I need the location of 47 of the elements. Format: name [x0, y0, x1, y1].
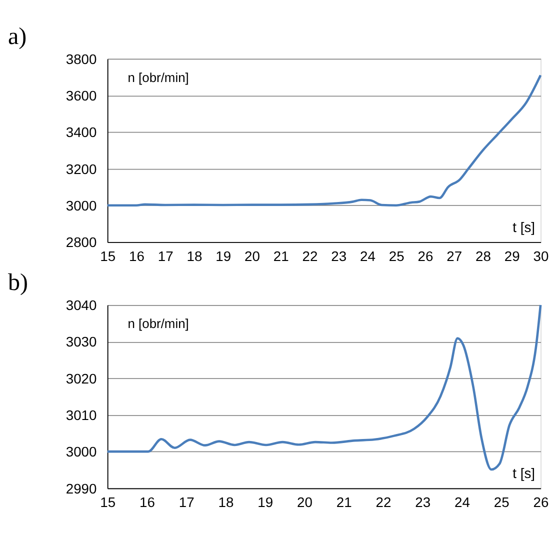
y-tick-label: 3000 [66, 197, 97, 214]
y-tick-label: 3010 [66, 407, 97, 424]
x-tick-label: 15 [100, 494, 116, 510]
x-tick-label: 22 [376, 494, 392, 510]
x-tick-label: 17 [158, 248, 174, 264]
x-tick-label: 16 [139, 494, 156, 510]
chart-title: a) [8, 24, 27, 50]
x-tick-label: 26 [533, 494, 550, 510]
x-tick-label: 17 [178, 494, 195, 510]
y-tick-label: 3600 [66, 87, 97, 104]
x-tick-label: 22 [302, 248, 318, 264]
x-tick-label: 30 [533, 248, 550, 264]
chart-title: b) [8, 270, 28, 296]
x-tick-label: 15 [100, 248, 116, 264]
y-tick-label: 3040 [66, 297, 97, 314]
y-tick-label: 3000 [66, 444, 97, 460]
x-tick-label: 25 [494, 494, 510, 510]
x-tick-label: 27 [446, 248, 462, 264]
y-axis-title: n [obr/min] [128, 70, 189, 85]
x-tick-label: 21 [336, 494, 352, 510]
x-tick-label: 25 [388, 248, 405, 264]
x-tick-label: 16 [128, 248, 145, 264]
y-tick-label: 3020 [66, 370, 97, 386]
x-tick-label: 24 [454, 494, 470, 510]
x-tick-label: 18 [186, 248, 202, 264]
y-tick-label: 2990 [66, 480, 97, 496]
x-tick-label: 19 [216, 248, 232, 264]
x-tick-label: 20 [297, 494, 313, 510]
x-tick-label: 19 [258, 494, 274, 510]
x-tick-label: 28 [476, 248, 492, 264]
x-tick-label: 23 [331, 248, 347, 264]
x-axis-title: t [s] [512, 218, 536, 235]
x-tick-label: 21 [273, 248, 290, 264]
y-tick-label: 3030 [66, 334, 97, 350]
x-tick-label: 29 [504, 248, 520, 264]
y-tick-label: 3200 [66, 160, 97, 177]
x-tick-label: 24 [360, 248, 376, 264]
y-tick-label: 3800 [66, 50, 97, 67]
x-tick-label: 18 [218, 494, 234, 510]
y-axis-title: n [obr/min] [128, 316, 189, 332]
x-tick-label: 20 [244, 248, 260, 264]
x-axis-title: t [s] [512, 465, 536, 482]
x-tick-label: 26 [418, 248, 434, 264]
y-tick-label: 2800 [66, 234, 97, 250]
line-series [106, 74, 542, 207]
y-tick-label: 3400 [66, 124, 97, 140]
x-tick-label: 23 [415, 494, 431, 510]
